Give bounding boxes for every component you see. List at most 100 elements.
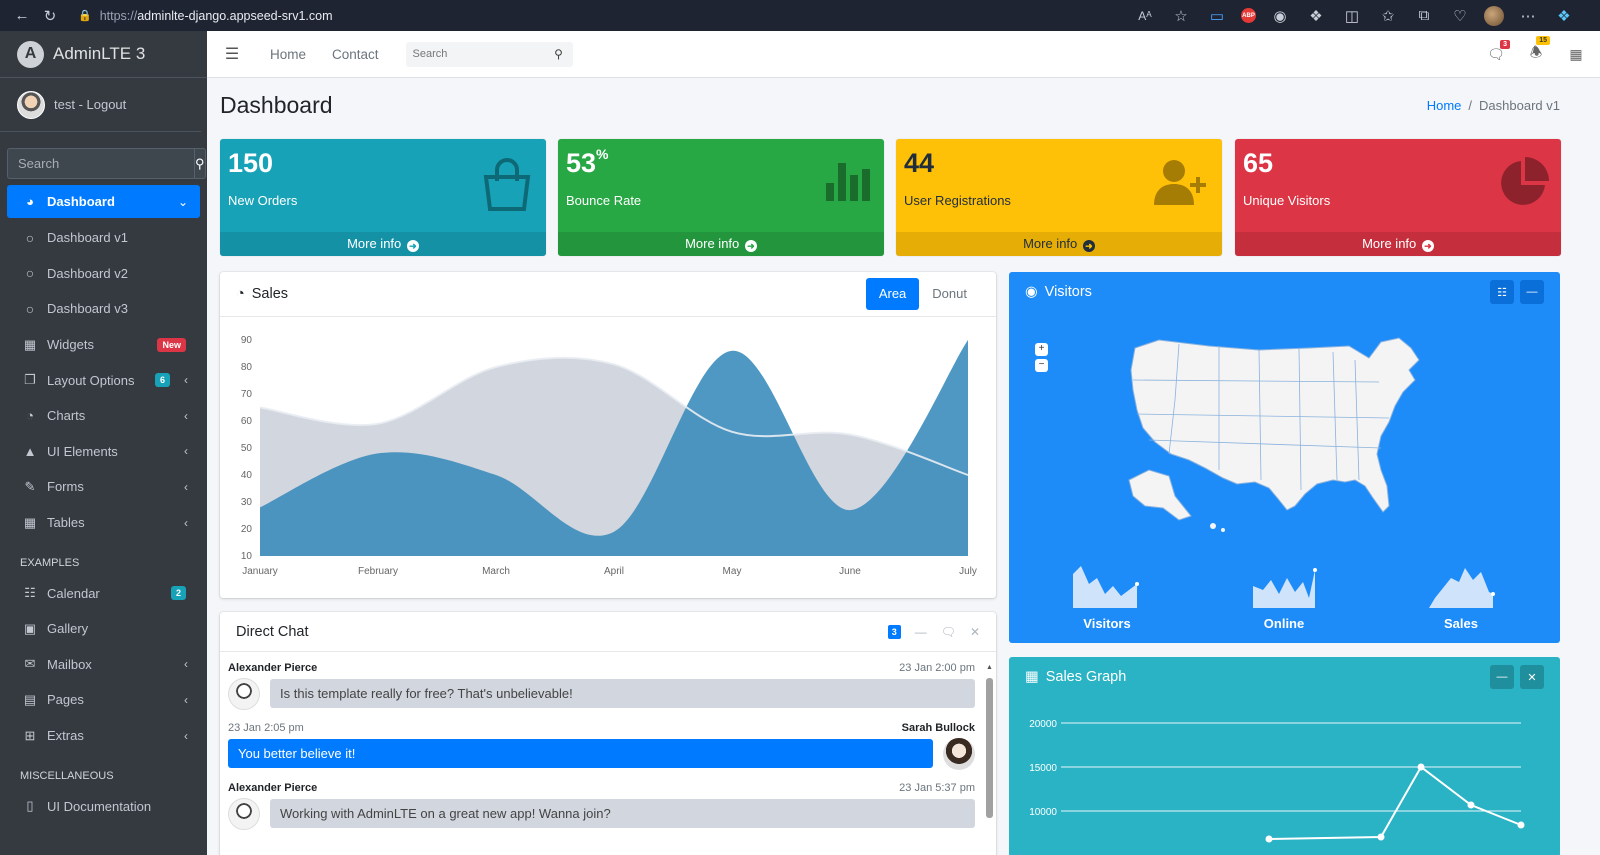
y-tick-label: 20	[241, 524, 253, 535]
minus-icon: —	[1496, 671, 1508, 683]
sidebar-item-widgets[interactable]: ▦ Widgets New	[7, 327, 200, 363]
minus-icon[interactable]: —	[914, 624, 927, 639]
visitors-card: ◉ Visitors ☷ — + − Visitors Online Sales	[1009, 272, 1560, 643]
navbar-search-input[interactable]	[405, 41, 545, 67]
sidebar-search: ⚲	[7, 148, 206, 179]
profile-avatar[interactable]	[1484, 5, 1504, 26]
nav-link-contact[interactable]: Contact	[332, 46, 379, 62]
sales-card: ◔ Sales Area Donut 10 20 30 40 50 60 70 80 90 Janu…	[220, 272, 996, 598]
calendar-icon: ☷	[24, 585, 36, 601]
brand-link[interactable]: A AdminLTE 3	[0, 31, 207, 78]
breadcrumb-separator: /	[1468, 97, 1473, 113]
sidebar-item-forms[interactable]: ✎ Forms ‹	[7, 469, 200, 505]
y-tick-label: 20000	[1029, 719, 1057, 730]
chevron-down-icon: ⌄	[177, 194, 188, 209]
sidebar-search-button[interactable]: ⚲	[194, 148, 206, 179]
sidebar-item-dashboard-v2[interactable]: ○ Dashboard v2	[7, 256, 200, 292]
collections-icon[interactable]: ⧉	[1418, 7, 1430, 24]
tree-icon: ▲	[23, 443, 37, 459]
y-tick-label: 70	[241, 389, 253, 400]
message-author: Sarah Bullock	[901, 722, 975, 734]
chevron-left-icon: ‹	[184, 373, 188, 388]
navbar-search-button[interactable]: ⚲	[545, 42, 573, 67]
sidebar-item-dashboard-v3[interactable]: ○ Dashboard v3	[7, 291, 200, 327]
notifications-badge: 15	[1536, 36, 1550, 45]
online-sparkline	[1253, 568, 1317, 608]
comments-icon[interactable]: 🗨	[940, 624, 956, 639]
image-icon: ▣	[23, 620, 37, 636]
adblock-icon[interactable]: ABP	[1241, 8, 1256, 23]
nav-link-home[interactable]: Home	[270, 46, 307, 62]
cast-icon[interactable]: ▭	[1209, 7, 1225, 25]
close-button[interactable]: ✕	[1520, 665, 1544, 689]
address-bar[interactable]: 🔒 https://adminlte-django.appseed-srv1.c…	[78, 9, 332, 23]
scroll-thumb[interactable]	[986, 678, 993, 818]
bell-icon[interactable]: 🕭 15	[1526, 36, 1550, 66]
zoom-out-button[interactable]: −	[1035, 359, 1048, 372]
collapse-button[interactable]: —	[1490, 665, 1514, 689]
top-navbar: ☰ Home Contact ⚲ 🗨3 🕭15 ▦	[207, 31, 1600, 78]
count-badge: 6	[154, 373, 170, 388]
reload-icon[interactable]: ↻	[43, 7, 57, 25]
sidebar-item-dashboard-v1[interactable]: ○ Dashboard v1	[7, 220, 200, 256]
breadcrumb-home[interactable]: Home	[1426, 97, 1462, 113]
collapse-button[interactable]: —	[1520, 280, 1544, 304]
more-menu-icon[interactable]: ⋯	[1520, 7, 1536, 25]
direct-chat-card: Direct Chat 3 — 🗨 ✕ Alexander Pierce 23 J…	[220, 612, 996, 855]
small-box-label: New Orders	[228, 193, 298, 208]
chat-scrollbar[interactable]: ▲	[986, 664, 993, 855]
favorites-icon[interactable]: ✩	[1381, 7, 1395, 25]
search-icon: ⚲	[195, 155, 205, 171]
small-box-bounce-rate: 53% Bounce Rate More info ➜	[558, 139, 884, 256]
tab-donut[interactable]: Donut	[932, 286, 967, 301]
sidebar-item-label: UI Documentation	[47, 798, 152, 814]
tab-area[interactable]: Area	[865, 278, 920, 310]
more-info-link[interactable]: More info ➜	[220, 232, 546, 256]
split-screen-icon[interactable]: ◫	[1344, 7, 1360, 25]
circle-icon: ○	[25, 265, 35, 282]
breadcrumb: Home / Dashboard v1	[1427, 98, 1560, 113]
extensions-icon[interactable]: ❖	[1309, 7, 1323, 25]
url-host: adminlte-django.appseed-srv1.com	[137, 8, 333, 23]
more-info-link[interactable]: More info ➜	[1235, 232, 1561, 256]
sidebar-item-ui-documentation[interactable]: ▯ UI Documentation	[7, 788, 200, 824]
user-logout-link[interactable]: test - Logout	[54, 97, 127, 112]
sales-card-title: Sales	[251, 286, 289, 302]
sidebar-item-dashboard[interactable]: ◕ Dashboard ⌄	[7, 185, 200, 218]
sidebar-item-gallery[interactable]: ▣ Gallery	[7, 611, 200, 647]
more-info-link[interactable]: More info ➜	[558, 232, 884, 256]
calendar-button[interactable]: ☷	[1490, 280, 1514, 304]
copilot-icon[interactable]: ❖	[1557, 7, 1571, 25]
favorite-star-icon[interactable]: ☆	[1174, 7, 1188, 25]
x-tick-label: June	[839, 566, 861, 577]
sidebar-item-mailbox[interactable]: ✉ Mailbox ‹	[7, 647, 200, 683]
read-aloud-icon[interactable]: A​ᴬ	[1138, 8, 1152, 23]
chevron-left-icon: ‹	[184, 692, 188, 707]
sidebar-item-tables[interactable]: ▦ Tables ‹	[7, 505, 200, 541]
series-2-area	[260, 340, 968, 556]
sidebar-item-charts[interactable]: ◔ Charts ‹	[7, 398, 200, 434]
sidebar-item-label: Dashboard v3	[47, 301, 128, 317]
sidebar-item-label: Widgets	[47, 337, 94, 353]
sidebar-item-layout-options[interactable]: ❐ Layout Options 6 ‹	[7, 362, 200, 398]
sidebar-item-extras[interactable]: ⊞ Extras ‹	[7, 718, 200, 754]
back-arrow-icon[interactable]: ←	[14, 7, 30, 24]
close-icon[interactable]: ✕	[969, 624, 980, 639]
url-prefix: https://	[99, 8, 138, 23]
sparkline-label-sales: Sales	[1444, 616, 1478, 631]
browser-essentials-icon[interactable]: ♡	[1453, 7, 1467, 25]
zoom-in-button[interactable]: +	[1035, 343, 1048, 356]
sidebar-item-ui-elements[interactable]: ▲ UI Elements ‹	[7, 434, 200, 470]
apps-grid-icon[interactable]: ▦	[1569, 45, 1583, 62]
user-avatar	[17, 90, 45, 119]
hamburger-menu-icon[interactable]: ☰	[224, 46, 240, 63]
sidebar-item-pages[interactable]: ▤ Pages ‹	[7, 682, 200, 718]
sidebar-item-calendar[interactable]: ☷ Calendar 2	[7, 575, 200, 611]
messages-icon[interactable]: 🗨 3	[1486, 39, 1510, 63]
sidebar-search-input[interactable]	[7, 148, 194, 179]
grid-icon: ▦	[23, 336, 37, 352]
more-info-link[interactable]: More info ➜	[896, 232, 1222, 256]
globe-icon[interactable]: ◉	[1273, 7, 1287, 25]
sidebar-item-label: Mailbox	[47, 656, 92, 672]
scroll-up-icon[interactable]: ▲	[986, 664, 993, 671]
